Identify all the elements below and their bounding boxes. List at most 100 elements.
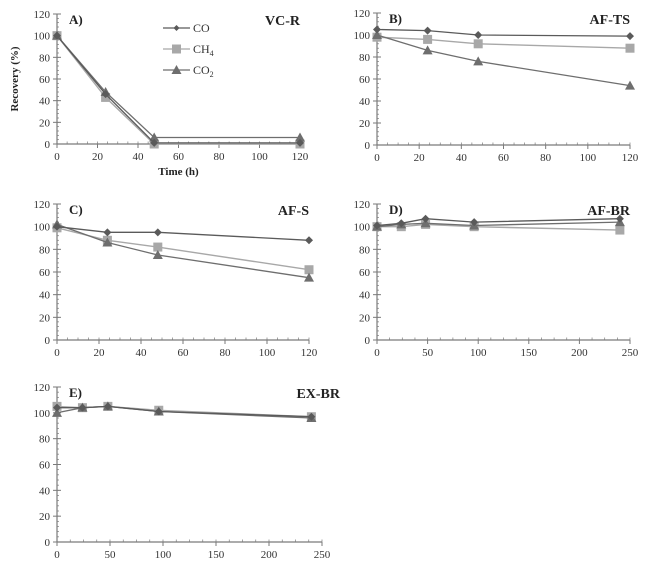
x-tick-label: 0 <box>54 347 60 359</box>
point-co-0 <box>53 403 61 412</box>
panel-title: AF-TS <box>590 13 631 28</box>
x-tick-label: 100 <box>259 347 276 359</box>
point-co-0 <box>373 221 381 230</box>
point-co-4 <box>307 412 316 421</box>
series-co <box>373 25 634 41</box>
y-tick-label: 40 <box>359 290 371 302</box>
point-ch4-1 <box>423 34 433 44</box>
x-tick-label: 100 <box>251 151 268 163</box>
point-co-2 <box>150 138 159 147</box>
x-tick-label: 120 <box>292 151 309 163</box>
y-tick-label: 120 <box>34 199 51 211</box>
x-tick-label: 100 <box>470 347 487 359</box>
line-co <box>376 28 631 37</box>
line-co2 <box>56 223 310 279</box>
point-co-1 <box>397 219 406 228</box>
point-co2-3 <box>295 132 305 142</box>
x-tick-label: 0 <box>54 151 60 163</box>
point-co-2 <box>103 402 112 411</box>
line-ch4 <box>56 35 300 145</box>
y-tick-label: 40 <box>39 485 51 497</box>
point-ch4-3 <box>625 43 635 53</box>
point-co-3 <box>154 407 163 416</box>
diamond-marker-icon <box>173 25 180 31</box>
line-co2 <box>56 35 300 139</box>
line-co <box>56 35 300 144</box>
point-co2-2 <box>420 218 431 228</box>
y-tick-label: 80 <box>39 52 51 64</box>
y-tick-label: 20 <box>359 312 371 324</box>
x-tick-label: 20 <box>92 151 104 163</box>
x-tick-label: 150 <box>521 347 538 359</box>
y-tick-label: 20 <box>359 118 371 130</box>
y-tick-label: 20 <box>39 312 51 324</box>
y-tick-label: 60 <box>359 267 371 279</box>
y-tick-label: 0 <box>365 335 371 347</box>
x-tick-label: 150 <box>208 549 225 561</box>
square-marker-icon <box>172 44 181 54</box>
panel-title: VC-R <box>265 14 301 29</box>
point-co2-1 <box>102 237 113 247</box>
point-co2-1 <box>422 45 433 55</box>
panel-title: AF-BR <box>587 204 631 219</box>
y-tick-label: 40 <box>39 290 51 302</box>
y-tick-label: 60 <box>39 267 51 279</box>
y-tick-label: 120 <box>34 9 51 21</box>
point-co2-2 <box>149 132 160 142</box>
x-tick-label: 250 <box>314 549 331 561</box>
point-co2-0 <box>52 407 62 417</box>
series-ch4 <box>52 401 316 422</box>
x-tick-label: 100 <box>155 549 172 561</box>
line-co <box>56 226 310 241</box>
point-co-4 <box>615 214 624 223</box>
point-co2-2 <box>473 56 484 66</box>
x-tick-label: 20 <box>414 152 426 164</box>
point-co-1 <box>103 228 112 237</box>
x-tick-label: 200 <box>261 549 278 561</box>
panel-letter: D) <box>389 202 403 217</box>
line-co2 <box>376 34 631 87</box>
y-tick-label: 0 <box>365 140 371 152</box>
x-tick-label: 0 <box>54 549 60 561</box>
y-tick-label: 20 <box>39 511 51 523</box>
x-tick-label: 50 <box>422 347 434 359</box>
y-tick-label: 100 <box>354 222 371 234</box>
point-co2-2 <box>152 250 163 259</box>
legend-item-co: CO <box>163 21 210 35</box>
series-co <box>53 31 304 147</box>
point-ch4-2 <box>473 39 483 49</box>
point-co-3 <box>626 32 634 41</box>
y-tick-label: 100 <box>34 31 51 43</box>
point-ch4-3 <box>304 265 314 275</box>
x-tick-label: 250 <box>622 347 639 359</box>
legend-label-co2: CO2 <box>193 63 214 79</box>
x-axis-title: Time (h) <box>158 166 199 178</box>
point-co-1 <box>423 26 432 35</box>
y-tick-label: 60 <box>39 74 51 86</box>
y-tick-label: 120 <box>354 8 371 20</box>
point-ch4-2 <box>153 242 163 252</box>
y-tick-label: 80 <box>39 434 51 446</box>
x-tick-label: 40 <box>136 347 148 359</box>
point-ch4-4 <box>615 225 625 235</box>
y-tick-label: 20 <box>39 117 51 129</box>
point-co-1 <box>78 403 87 412</box>
panel-ex-br: 0 20 40 60 80 100 120 0 50 100 150 200 250 E) EX-BR <box>34 382 341 561</box>
x-tick-label: 80 <box>214 151 226 163</box>
x-tick-label: 40 <box>133 151 145 163</box>
point-co-0 <box>53 222 61 231</box>
panel-title: EX-BR <box>296 387 340 402</box>
panel-letter: E) <box>69 385 82 400</box>
x-tick-label: 80 <box>540 152 552 164</box>
x-tick-label: 0 <box>374 152 380 164</box>
panel-letter: A) <box>69 12 83 27</box>
x-tick-label: 20 <box>94 347 106 359</box>
point-co-3 <box>470 218 479 227</box>
series-co <box>53 402 316 421</box>
point-co-3 <box>305 236 313 245</box>
y-tick-label: 120 <box>34 382 51 394</box>
point-co-3 <box>296 138 304 147</box>
point-co2-0 <box>372 30 382 39</box>
x-tick-label: 120 <box>301 347 318 359</box>
